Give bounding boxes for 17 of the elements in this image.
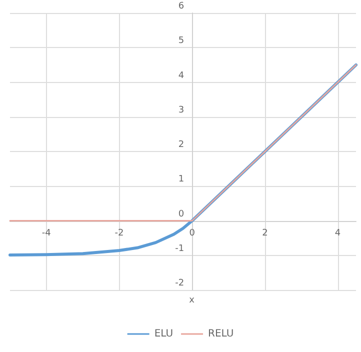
x-tick-label: 2 [262,228,268,238]
y-tick-label: 4 [178,70,184,81]
y-tick-label: 2 [178,140,184,150]
y-tick-label: -2 [175,278,184,288]
y-tick-label: 0 [178,209,184,220]
x-tick-label: 4 [334,228,341,238]
y-tick-label: -1 [175,244,184,254]
x-axis-title: x [189,296,196,306]
legend-label: ELU [154,328,174,340]
x-tick-label: -2 [114,228,124,238]
x-tick-label: -4 [42,228,52,238]
legend-label: RELU [208,328,234,340]
y-tick-label: 3 [178,105,184,116]
y-tick-label: 1 [178,174,184,185]
y-tick-label: 5 [178,36,184,46]
x-tick-label: 0 [189,228,196,238]
y-tick-label: 6 [178,2,184,12]
